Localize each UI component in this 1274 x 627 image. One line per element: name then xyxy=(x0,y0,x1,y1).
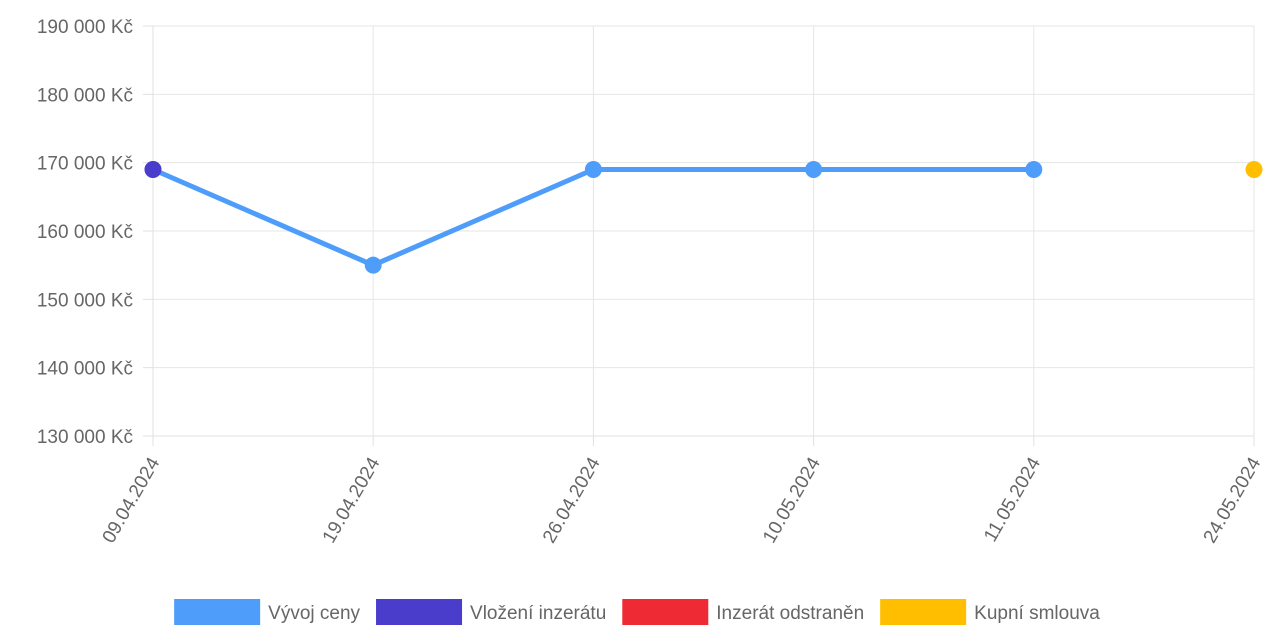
data-point[interactable] xyxy=(1025,161,1043,178)
y-tick-label: 170 000 Kč xyxy=(37,154,133,175)
legend-swatch xyxy=(174,599,261,625)
x-tick-label: 19.04.2024 xyxy=(319,454,385,547)
y-tick-label: 150 000 Kč xyxy=(37,290,133,311)
legend-item[interactable]: Vložení inzerátu xyxy=(376,599,606,625)
series xyxy=(144,161,1263,274)
legend-label: Inzerát odstraněn xyxy=(716,603,864,624)
legend-label: Vývoj ceny xyxy=(268,603,360,624)
legend-swatch xyxy=(880,599,967,625)
legend-item[interactable]: Kupní smlouva xyxy=(880,599,1100,625)
legend-label: Vložení inzerátu xyxy=(470,603,606,624)
x-tick-label: 26.04.2024 xyxy=(539,454,605,547)
x-tick-label: 24.05.2024 xyxy=(1200,454,1266,547)
legend[interactable]: Vývoj ceny Vložení inzerátu Inzerát odstra… xyxy=(174,599,1100,625)
x-tick-label: 11.05.2024 xyxy=(980,454,1045,546)
data-point[interactable] xyxy=(1245,161,1263,178)
y-tick-label: 130 000 Kč xyxy=(37,427,133,448)
data-point[interactable] xyxy=(805,161,823,178)
y-tick-label: 160 000 Kč xyxy=(37,222,133,243)
data-point[interactable] xyxy=(144,161,162,178)
y-tick-label: 140 000 Kč xyxy=(37,359,133,380)
axes: 190 000 Kč 180 000 Kč 170 000 Kč 160 000 Kč… xyxy=(37,17,1266,547)
y-tick-label: 190 000 Kč xyxy=(37,17,133,38)
legend-label: Kupní smlouva xyxy=(974,603,1100,624)
data-point[interactable] xyxy=(364,256,382,274)
x-tick-label: 10.05.2024 xyxy=(759,454,825,547)
data-point[interactable] xyxy=(584,161,602,178)
x-tick-label: 09.04.2024 xyxy=(99,454,165,547)
legend-item[interactable]: Inzerát odstraněn xyxy=(622,599,864,625)
grid-lines xyxy=(152,25,1255,437)
y-tick-label: 180 000 Kč xyxy=(37,85,133,106)
legend-item[interactable]: Vývoj ceny xyxy=(174,599,361,625)
legend-swatch xyxy=(622,599,709,625)
legend-swatch xyxy=(376,599,463,625)
